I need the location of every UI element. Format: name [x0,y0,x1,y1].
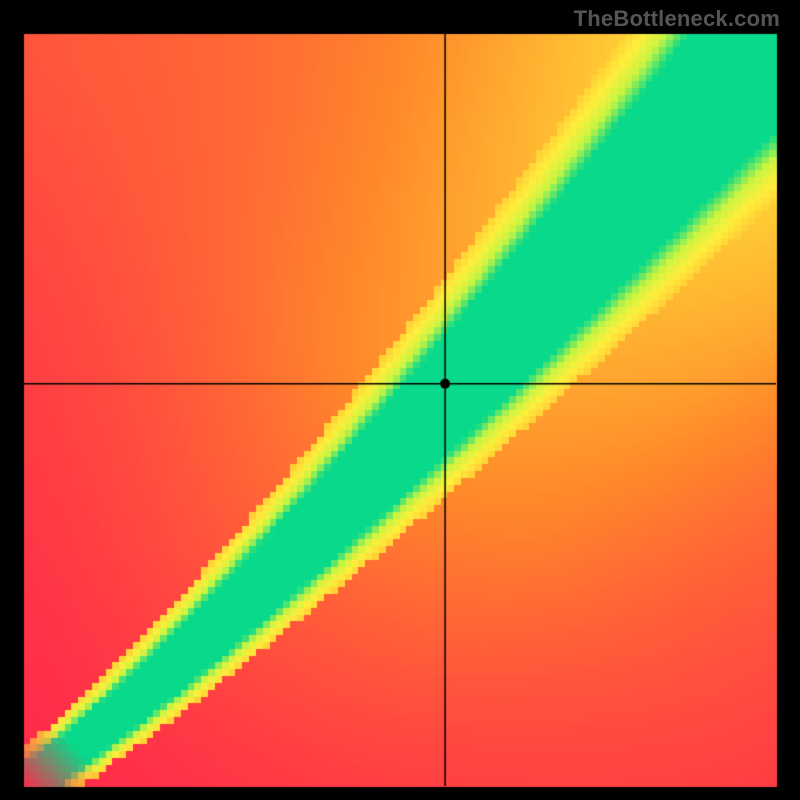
chart-container: TheBottleneck.com [0,0,800,800]
watermark-label: TheBottleneck.com [574,6,780,32]
heatmap-plot [0,0,800,800]
